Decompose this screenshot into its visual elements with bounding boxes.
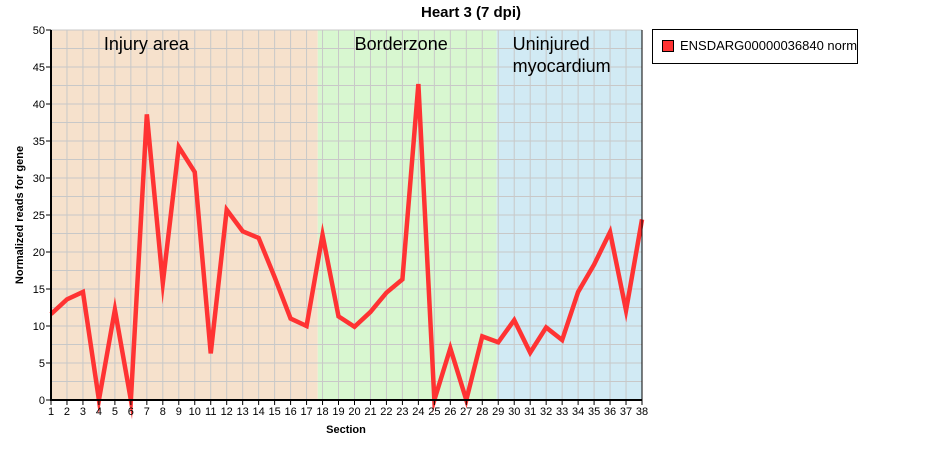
- legend-label: ENSDARG00000036840 norm: [680, 38, 858, 53]
- y-tick-label: 10: [33, 321, 45, 333]
- chart-title: Heart 3 (7 dpi): [421, 4, 521, 21]
- x-tick-label: 28: [476, 406, 488, 418]
- x-tick-label: 17: [300, 406, 312, 418]
- x-tick-label: 18: [316, 406, 328, 418]
- x-axis-label: Section: [326, 424, 366, 436]
- x-tick-label: 15: [268, 406, 280, 418]
- x-tick-label: 7: [144, 406, 150, 418]
- x-tick-label: 6: [128, 406, 134, 418]
- legend-swatch: [662, 40, 674, 52]
- y-tick-label: 45: [33, 62, 45, 74]
- region-label-0: Injury area: [104, 34, 190, 54]
- y-tick-label: 30: [33, 173, 45, 185]
- x-tick-label: 38: [636, 406, 648, 418]
- x-tick-label: 4: [96, 406, 102, 418]
- region-label-1: Borderzone: [355, 34, 448, 54]
- x-tick-labels: 1 2 3 4 5 6 7 8 9 10 11 12 13 14 15 16 17 18 19 20 21 22 23 24 2…: [48, 400, 648, 418]
- y-tick-label: 0: [39, 395, 45, 407]
- legend: ENSDARG00000036840 norm: [652, 29, 858, 64]
- x-tick-label: 23: [396, 406, 408, 418]
- x-tick-label: 12: [221, 406, 233, 418]
- x-tick-label: 30: [508, 406, 520, 418]
- x-tick-label: 22: [380, 406, 392, 418]
- x-tick-label: 32: [540, 406, 552, 418]
- x-tick-label: 1: [48, 406, 54, 418]
- x-tick-label: 25: [428, 406, 440, 418]
- x-tick-label: 21: [364, 406, 376, 418]
- x-tick-label: 3: [80, 406, 86, 418]
- x-tick-label: 9: [176, 406, 182, 418]
- y-tick-label: 40: [33, 99, 45, 111]
- y-axis-label: Normalized reads for gene: [14, 146, 26, 284]
- series-line-0: [49, 83, 645, 420]
- x-tick-label: 14: [253, 406, 265, 418]
- x-tick-label: 37: [620, 406, 632, 418]
- x-tick-label: 31: [524, 406, 536, 418]
- x-tick-label: 5: [112, 406, 118, 418]
- x-tick-label: 8: [160, 406, 166, 418]
- y-tick-label: 50: [33, 25, 45, 37]
- x-tick-label: 27: [460, 406, 472, 418]
- x-tick-label: 2: [64, 406, 70, 418]
- y-tick-label: 5: [39, 358, 45, 370]
- x-tick-label: 35: [588, 406, 600, 418]
- region-label-2: Uninjured myocardium: [513, 34, 611, 76]
- y-tick-label: 25: [33, 210, 45, 222]
- x-tick-label: 24: [412, 406, 424, 418]
- y-tick-label: 15: [33, 284, 45, 296]
- x-tick-label: 16: [284, 406, 296, 418]
- x-tick-label: 29: [492, 406, 504, 418]
- x-tick-label: 34: [572, 406, 584, 418]
- x-tick-label: 20: [348, 406, 360, 418]
- x-tick-label: 19: [332, 406, 344, 418]
- y-tick-label: 35: [33, 136, 45, 148]
- region-labels: Injury area Borderzone Uninjured myocardium: [104, 34, 611, 76]
- y-tick-label: 20: [33, 247, 45, 259]
- x-tick-label: 11: [205, 406, 216, 418]
- y-tick-labels: 0 5 10 15 20 25 30 35 40 45 50: [33, 25, 51, 407]
- x-tick-label: 36: [604, 406, 616, 418]
- x-tick-label: 33: [556, 406, 568, 418]
- x-tick-label: 26: [444, 406, 456, 418]
- x-tick-label: 10: [189, 406, 201, 418]
- x-tick-label: 13: [237, 406, 249, 418]
